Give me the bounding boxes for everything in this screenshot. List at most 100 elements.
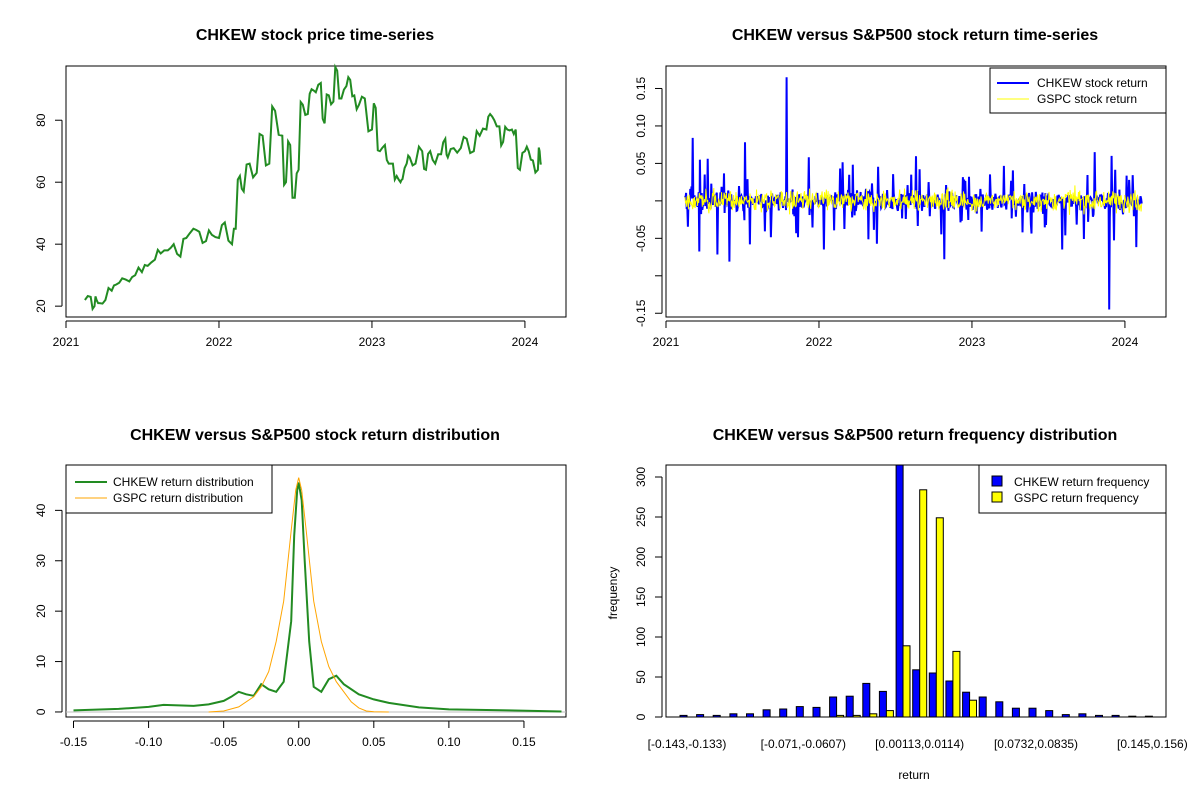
- returns-plot-box: [665, 65, 1167, 318]
- chkew-frequency-bar: [795, 706, 804, 718]
- gspc-frequency-bar: [885, 710, 894, 718]
- price-x-tick-label: 2023: [359, 335, 386, 349]
- gspc-frequency-bar: [969, 699, 977, 718]
- frequency-x-tick-label: [0.0732,0.0835): [994, 737, 1078, 751]
- chkew-frequency-bar: [812, 706, 821, 718]
- gspc-frequency-bar: [952, 650, 961, 718]
- legend-gspc-freq-swatch: [991, 491, 1003, 503]
- frequency-y-tick-label: 100: [634, 627, 648, 647]
- distribution-x-tick-label: 0.10: [437, 735, 461, 749]
- panel-distribution: CHKEW versus S&P500 stock return distrib…: [34, 427, 567, 749]
- price-x-tick-label: 2022: [206, 335, 233, 349]
- returns-legend: CHKEW stock return GSPC stock return: [989, 67, 1167, 114]
- returns-legend-box: [989, 67, 1167, 114]
- chkew-return-line: [683, 77, 1143, 310]
- distribution-x-tick-label: -0.10: [135, 735, 163, 749]
- frequency-x-tick-label: [0.145,0.156): [1117, 737, 1188, 751]
- returns-y-tick-label: -0.15: [634, 299, 648, 327]
- frequency-y-tick-label: 300: [634, 467, 648, 487]
- frequency-x-tick-label: [-0.071,-0.0607): [761, 737, 846, 751]
- price-marks: [84, 63, 542, 312]
- returns-y-tick-label: 0.05: [634, 151, 648, 175]
- chkew-frequency-bar: [945, 680, 954, 718]
- returns-y-tick-label: -0.05: [634, 224, 648, 252]
- chkew-frequency-bar: [762, 709, 771, 718]
- chkew-frequency-bar: [962, 691, 971, 718]
- gspc-frequency-bar: [902, 645, 911, 718]
- price-y-tick-label: 20: [34, 299, 48, 313]
- distribution-legend-box: [65, 464, 273, 514]
- chkew-frequency-bar: [845, 695, 854, 718]
- chkew-frequency-bar: [995, 701, 1004, 718]
- chkew-frequency-bar: [895, 464, 904, 718]
- gspc-frequency-bar: [919, 489, 928, 718]
- distribution-axes: -0.15 -0.10 -0.05 0.00 0.05 0.10 0.15 0 10 20 30 40: [34, 503, 536, 749]
- chkew-frequency-bar: [928, 672, 937, 718]
- chkew-frequency-bar: [978, 696, 987, 718]
- distribution-plot-box: [65, 464, 567, 718]
- frequency-chart-title: CHKEW versus S&P500 return frequency dis…: [713, 427, 1118, 444]
- frequency-axes: 0 50 100 150 200 250 300 [-0.143,-0.133) [-0.071…: [634, 464, 1188, 751]
- distribution-x-tick-label: -0.05: [210, 735, 238, 749]
- distribution-y-tick-label: 40: [34, 503, 48, 517]
- returns-x-tick-label: 2024: [1112, 335, 1139, 349]
- frequency-plot-box: [665, 464, 1167, 718]
- legend-chkew-freq-label: CHKEW return frequency: [1014, 475, 1149, 489]
- returns-axes: 2021 2022 2023 2024 -0.15 -0.05 0.05 0.10 0.15: [634, 76, 1139, 349]
- distribution-x-tick-label: 0.15: [512, 735, 536, 749]
- chkew-frequency-bar: [862, 682, 871, 718]
- returns-x-tick-label: 2022: [806, 335, 833, 349]
- distribution-chart-title: CHKEW versus S&P500 stock return distrib…: [130, 427, 500, 444]
- distribution-x-tick-label: -0.15: [60, 735, 88, 749]
- price-axes: 2021 2022 2023 2024 20 40 60 80: [34, 113, 539, 349]
- frequency-y-tick-label: 0: [634, 713, 648, 720]
- distribution-x-tick-label: 0.05: [362, 735, 386, 749]
- returns-y-tick-label: 0.10: [634, 114, 648, 138]
- frequency-x-axis-label: return: [898, 768, 929, 782]
- legend-chkew-return-label: CHKEW stock return: [1037, 76, 1148, 90]
- frequency-y-axis-label: frequency: [606, 567, 620, 620]
- price-y-tick-label: 60: [34, 175, 48, 189]
- legend-gspc-freq-label: GSPC return frequency: [1014, 491, 1139, 505]
- gspc-frequency-bar: [935, 517, 944, 718]
- frequency-x-tick-label: [0.00113,0.0114): [875, 737, 964, 751]
- price-plot-box: [65, 65, 567, 318]
- price-x-tick-label: 2021: [53, 335, 80, 349]
- panel-price: CHKEW stock price time-series 2021 2022 20…: [34, 27, 567, 349]
- panel-returns: CHKEW versus S&P500 stock return time-se…: [634, 27, 1167, 349]
- distribution-legend: CHKEW return distribution GSPC return di…: [65, 464, 273, 514]
- price-y-tick-label: 80: [34, 113, 48, 127]
- chkew-frequency-bar: [912, 669, 921, 718]
- legend-chkew-dist-label: CHKEW return distribution: [113, 475, 254, 489]
- chkew-frequency-bar: [1045, 710, 1054, 718]
- distribution-x-tick-label: 0.00: [287, 735, 311, 749]
- frequency-y-tick-label: 250: [634, 507, 648, 527]
- frequency-y-tick-label: 150: [634, 587, 648, 607]
- chkew-frequency-bar: [1011, 707, 1020, 718]
- gspc-return-line: [684, 185, 1143, 215]
- price-y-tick-label: 40: [34, 237, 48, 251]
- legend-gspc-return-label: GSPC stock return: [1037, 92, 1137, 106]
- distribution-y-tick-label: 20: [34, 604, 48, 618]
- chkew-frequency-bar: [829, 696, 838, 718]
- frequency-y-tick-label: 50: [634, 670, 648, 684]
- price-x-tick-label: 2024: [512, 335, 539, 349]
- distribution-marks: [66, 477, 566, 713]
- distribution-y-tick-label: 10: [34, 655, 48, 669]
- returns-chart-title: CHKEW versus S&P500 stock return time-se…: [732, 27, 1098, 44]
- chkew-frequency-bar: [878, 690, 887, 718]
- price-chart-title: CHKEW stock price time-series: [196, 27, 434, 44]
- distribution-y-tick-label: 30: [34, 554, 48, 568]
- returns-x-tick-label: 2021: [653, 335, 680, 349]
- returns-x-tick-label: 2023: [959, 335, 986, 349]
- frequency-legend: CHKEW return frequency GSPC return frequ…: [978, 464, 1167, 514]
- frequency-legend-box: [978, 464, 1167, 514]
- frequency-x-tick-label: [-0.143,-0.133): [648, 737, 727, 751]
- price-line: [84, 63, 542, 312]
- frequency-y-tick-label: 200: [634, 547, 648, 567]
- frequency-marks: [679, 464, 1153, 718]
- chkew-density-line: [73, 482, 562, 713]
- distribution-y-tick-label: 0: [34, 708, 48, 715]
